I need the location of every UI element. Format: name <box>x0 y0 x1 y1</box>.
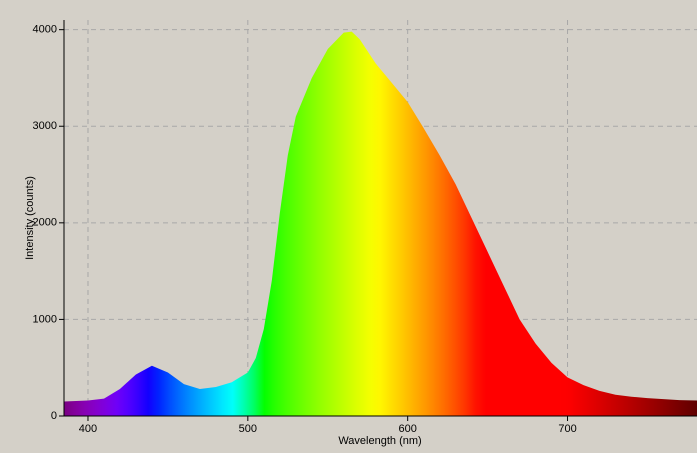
y-tick-label: 1000 <box>33 313 57 325</box>
y-tick-label: 4000 <box>33 24 57 36</box>
x-tick-label: 600 <box>398 423 416 435</box>
y-axis-title: Intensity (counts) <box>24 176 36 260</box>
y-tick-label: 3000 <box>33 120 57 132</box>
x-tick-label: 500 <box>239 423 257 435</box>
spectrum-area <box>64 31 697 416</box>
x-tick-label: 400 <box>79 423 97 435</box>
x-axis-title: Wavelength (nm) <box>338 435 421 447</box>
y-tick-label: 2000 <box>33 217 57 229</box>
y-tick-label: 0 <box>51 410 57 422</box>
x-tick-label: 700 <box>558 423 576 435</box>
